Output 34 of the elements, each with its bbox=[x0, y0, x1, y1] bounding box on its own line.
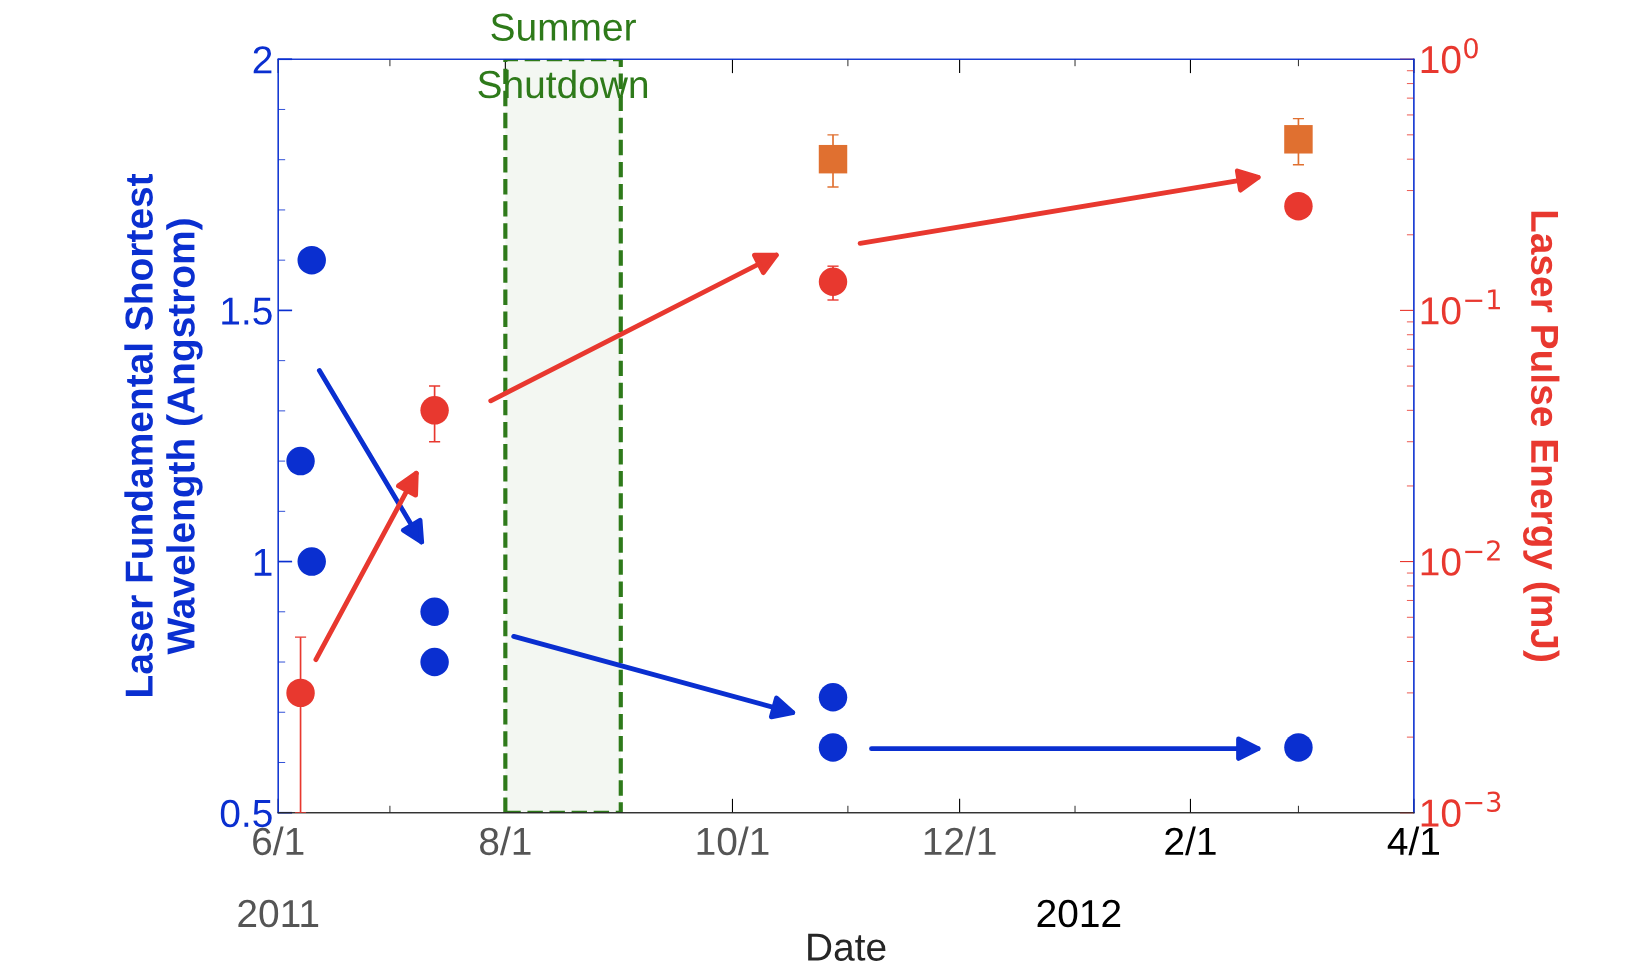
x-tick-label: 8/1 bbox=[480, 826, 531, 856]
point bbox=[818, 682, 848, 712]
x-tick-label: 4/1 bbox=[1387, 826, 1439, 856]
point bbox=[297, 547, 326, 576]
point bbox=[286, 446, 315, 476]
band-label: Summer Shutdown bbox=[478, 13, 648, 99]
x-axis-title: Date bbox=[808, 933, 886, 961]
y-tick-label: 1.5 bbox=[222, 297, 272, 325]
y2-tick-label: 10$^{−1}$ bbox=[1421, 289, 1500, 325]
y-tick-label: 1 bbox=[254, 548, 272, 576]
x-tick-label: 6/1 bbox=[253, 826, 304, 856]
x-tick-label: 12/1 bbox=[924, 826, 996, 856]
point bbox=[818, 144, 848, 174]
point bbox=[818, 267, 848, 297]
point bbox=[286, 678, 315, 708]
x-tick-label: 2/1 bbox=[1165, 826, 1216, 856]
point bbox=[1284, 733, 1313, 762]
y2-tick-label: 10$^{0}$ bbox=[1421, 37, 1478, 74]
text: 2011 bbox=[238, 899, 319, 928]
y-tick-label: 0.5 bbox=[220, 799, 272, 828]
y2-axis-title: Laser Pulse Energy (mJ) bbox=[1523, 211, 1560, 661]
point bbox=[420, 396, 449, 425]
y2-tick-label: 10$^{−2}$ bbox=[1421, 540, 1500, 576]
point bbox=[1284, 191, 1313, 221]
point bbox=[297, 245, 326, 275]
y-axis-title: Laser Fundamental Shortest Wavelength (Angstrom) bbox=[124, 173, 203, 696]
point bbox=[420, 597, 449, 627]
y2-tick-label: 10$^{−3}$ bbox=[1421, 791, 1501, 827]
point bbox=[818, 733, 848, 762]
text: 2012 bbox=[1037, 899, 1121, 928]
x-tick-label: 10/1 bbox=[697, 826, 769, 856]
point bbox=[1284, 125, 1313, 154]
y-tick-label: 2 bbox=[253, 46, 272, 74]
point bbox=[420, 647, 449, 677]
